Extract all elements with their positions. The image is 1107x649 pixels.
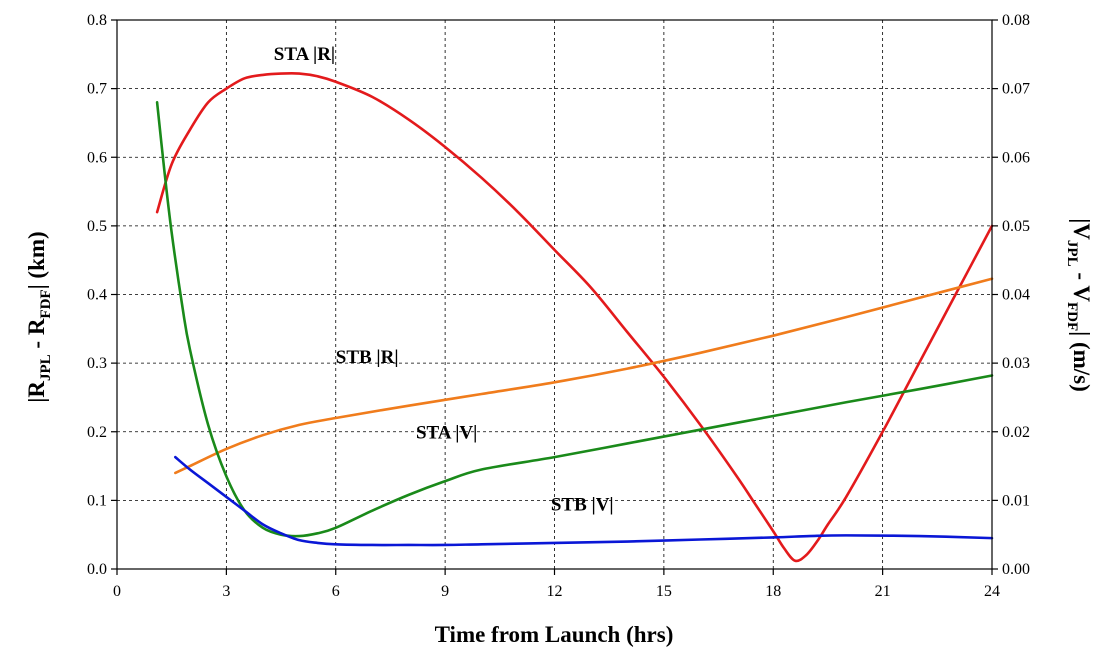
y-axis-right-title: |VJPL - VFDF| (m/s) xyxy=(1064,218,1094,392)
x-tick-label: 3 xyxy=(222,583,230,600)
series-label: STA |V| xyxy=(416,423,477,444)
y-left-tick-label: 0.0 xyxy=(87,561,107,578)
x-tick-label: 24 xyxy=(984,583,1000,600)
series-line-stb-v xyxy=(174,455,994,547)
y-right-part-1: |V xyxy=(1069,218,1094,240)
y-right-tick-label: 0.08 xyxy=(1002,12,1030,29)
y-left-part-1: |R xyxy=(24,381,49,403)
x-axis-title: Time from Launch (hrs) xyxy=(435,622,674,647)
y-right-sub-1: JPL xyxy=(1064,240,1080,267)
y-right-tick-label: 0.01 xyxy=(1002,492,1030,509)
y-right-part-3: | (m/s) xyxy=(1069,331,1094,392)
y-axis-left-title: |RJPL - RFDF| (km) xyxy=(24,231,54,402)
y-right-tick-label: 0.06 xyxy=(1002,149,1030,166)
y-left-tick-label: 0.8 xyxy=(87,12,107,29)
y-right-tick-label: 0.02 xyxy=(1002,424,1030,441)
series-line-sta-r xyxy=(155,71,994,563)
series-label: STB |R| xyxy=(336,347,399,368)
x-tick-label: 6 xyxy=(332,583,340,600)
y-left-sub-2: FDF xyxy=(38,289,54,318)
series-layer xyxy=(155,71,994,563)
series-line-sta-v xyxy=(155,101,994,538)
y-left-tick-label: 0.6 xyxy=(87,149,107,166)
x-tick-label: 9 xyxy=(441,583,449,600)
series-label: STA |R| xyxy=(274,44,335,65)
y-right-tick-label: 0.00 xyxy=(1002,561,1030,578)
x-tick-label: 15 xyxy=(656,583,672,600)
x-tick-label: 0 xyxy=(113,583,121,600)
y-left-part-2: - R xyxy=(24,318,49,354)
y-right-part-2: - V xyxy=(1069,267,1094,303)
x-tick-label: 12 xyxy=(547,583,563,600)
ticks-layer: 0 3 6 9 12 15 18 21 24 0.0 0.1 0.2 0.3 0.4 0.5 0.6 0.7 0.… xyxy=(87,12,1030,600)
series-label: STB |V| xyxy=(551,495,614,516)
y-right-tick-label: 0.05 xyxy=(1002,218,1030,235)
x-tick-label: 18 xyxy=(765,583,781,600)
x-tick-label: 21 xyxy=(875,583,891,600)
y-left-tick-label: 0.7 xyxy=(87,81,107,98)
y-right-tick-label: 0.07 xyxy=(1002,81,1030,98)
y-right-tick-label: 0.04 xyxy=(1002,287,1030,304)
labels-layer: STA |R| STB |R| STA |V| STB |V| xyxy=(274,44,614,516)
y-left-tick-label: 0.2 xyxy=(87,424,107,441)
y-right-sub-2: FDF xyxy=(1064,302,1080,331)
y-left-part-3: | (km) xyxy=(24,231,49,289)
y-left-tick-label: 0.1 xyxy=(87,492,107,509)
plot-frame xyxy=(116,19,993,570)
y-left-tick-label: 0.3 xyxy=(87,355,107,372)
y-left-sub-1: JPL xyxy=(38,354,54,381)
series-line-stb-r xyxy=(174,277,994,475)
grid-layer xyxy=(117,20,992,569)
y-left-tick-label: 0.4 xyxy=(87,287,107,304)
y-right-tick-label: 0.03 xyxy=(1002,355,1030,372)
y-left-tick-label: 0.5 xyxy=(87,218,107,235)
